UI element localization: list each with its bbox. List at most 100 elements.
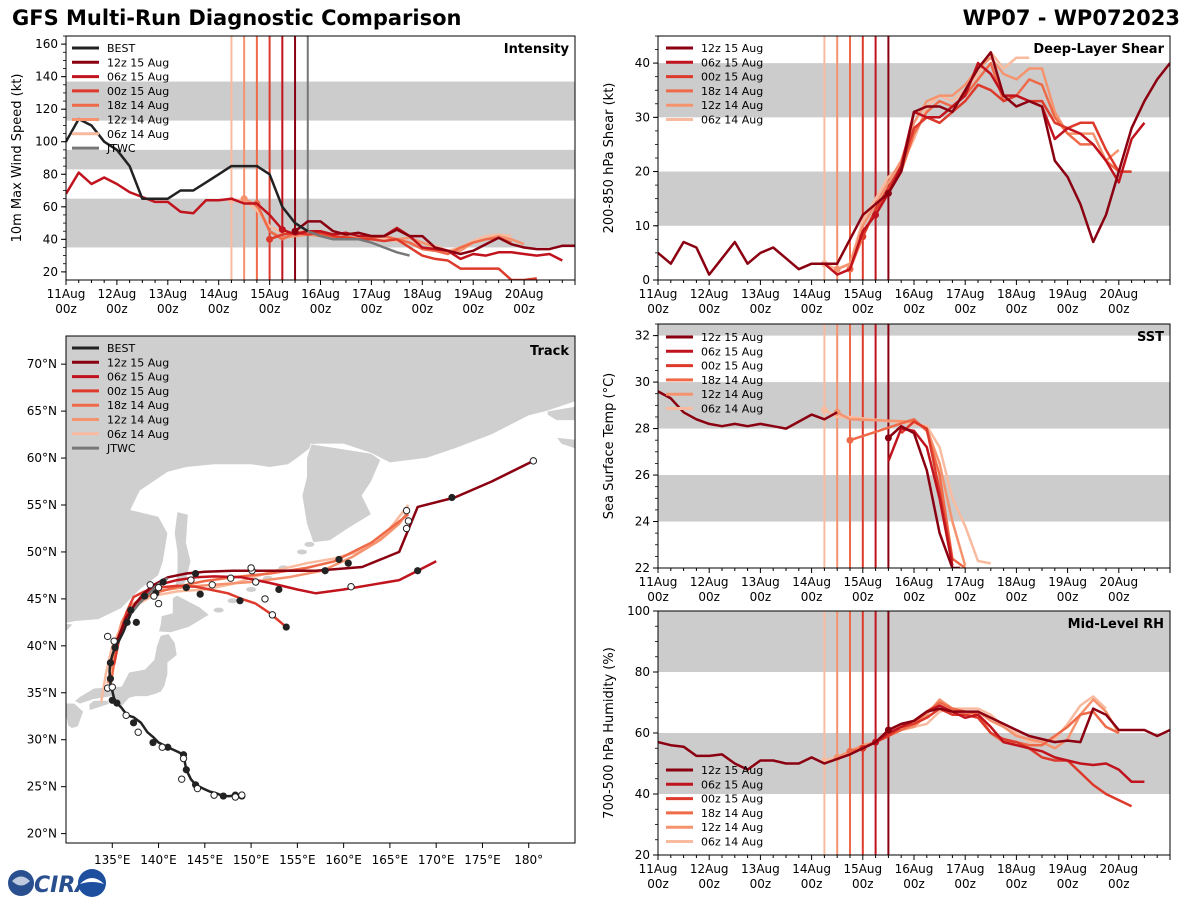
rh-title: Mid-Level RH <box>1068 617 1164 632</box>
intensity-band <box>66 81 575 121</box>
legend-label: 12z 15 Aug <box>107 356 169 369</box>
track-point-filled <box>196 590 204 598</box>
shear-x-tick-label: 20Aug <box>1099 287 1138 301</box>
shear-x-tick-label: 11Aug <box>639 287 678 301</box>
intensity-y-tick-label: 60 <box>43 200 58 214</box>
track-frame <box>65 335 576 844</box>
legend-label: 12z 14 Aug <box>107 114 169 127</box>
intensity-x-tick-sublabel: 00z <box>462 302 484 316</box>
track-plot-area <box>66 336 575 801</box>
track-point-open <box>252 578 260 586</box>
track-point-open <box>154 583 163 592</box>
intensity-x-tick-label: 12Aug <box>98 287 137 301</box>
legend-label: 06z 14 Aug <box>701 114 763 127</box>
rh-x-tick-label: 19Aug <box>1048 862 1087 876</box>
rh-y-tick-label: 60 <box>635 726 650 740</box>
rh-plot-area <box>658 611 1170 855</box>
kuril-island <box>296 549 307 555</box>
intensity-y-tick-label: 100 <box>35 135 58 149</box>
track-point-filled <box>344 559 352 567</box>
sst-x-tick-label: 14Aug <box>792 575 831 589</box>
shear-series-line <box>658 51 1170 276</box>
intensity-series-line <box>307 230 410 257</box>
track-x-tick-label: 155°E <box>279 853 316 867</box>
shear-band <box>658 171 1170 226</box>
rh-x-tick-sublabel: 00z <box>750 877 772 891</box>
shear-x-tick-label: 14Aug <box>792 287 831 301</box>
track-y-tick-label: 20°N <box>27 827 57 841</box>
track-y-tick-label: 70°N <box>27 357 57 371</box>
shear-x-tick-sublabel: 00z <box>801 302 823 316</box>
shear-x-tick-label: 18Aug <box>997 287 1036 301</box>
legend-label: 00z 15 Aug <box>701 360 763 373</box>
track-point-open <box>108 683 116 691</box>
intensity-x-tick-sublabel: 00z <box>310 302 332 316</box>
legend-label: 06z 14 Aug <box>107 428 169 441</box>
track-point-open <box>347 582 355 591</box>
rh-x-tick-sublabel: 00z <box>801 877 823 891</box>
shear-series-point <box>884 189 892 197</box>
intensity-series-point <box>291 227 299 235</box>
rh-series-point <box>884 726 892 734</box>
track-x-tick-label: 175°E <box>464 853 501 867</box>
track-x-tick-label: 135°E <box>94 853 131 867</box>
track-y-tick-label: 55°N <box>27 498 57 512</box>
track-x-tick-label: 165°E <box>372 853 409 867</box>
intensity-y-axis-label: 10m Max Wind Speed (kt) <box>10 74 25 243</box>
track-point-filled <box>127 606 135 614</box>
legend-label: 18z 14 Aug <box>701 807 763 820</box>
shear-series-line <box>823 61 1146 276</box>
track-x-tick-label: 180° <box>514 853 543 867</box>
rh-y-tick-label: 40 <box>635 787 650 801</box>
legend-label: 12z 14 Aug <box>701 388 763 401</box>
shear-x-tick-sublabel: 00z <box>954 302 976 316</box>
sst-x-tick-sublabel: 00z <box>698 590 720 604</box>
track-y-tick-label: 50°N <box>27 545 57 559</box>
track-y-tick-label: 40°N <box>27 639 57 653</box>
rh-y-tick-label: 20 <box>635 848 650 862</box>
legend-label: JTWC <box>106 142 136 155</box>
track-point-filled <box>321 567 329 575</box>
intensity-plot-area <box>66 36 575 280</box>
intensity-y-tick-label: 140 <box>35 70 58 84</box>
sst-x-tick-sublabel: 00z <box>954 590 976 604</box>
shear-series-point <box>872 211 880 219</box>
shear-title: Deep-Layer Shear <box>1033 42 1164 57</box>
shear-x-tick-sublabel: 00z <box>647 302 669 316</box>
track-point-filled <box>123 618 131 626</box>
landmass-honshu <box>73 633 178 708</box>
rh-x-tick-label: 18Aug <box>997 862 1036 876</box>
track-point-open <box>208 581 216 589</box>
track-y-tick-label: 65°N <box>27 404 57 418</box>
shear-x-tick-label: 17Aug <box>946 287 985 301</box>
rh-x-tick-label: 12Aug <box>690 862 729 876</box>
sst-x-tick-label: 18Aug <box>997 575 1036 589</box>
shear-y-tick-label: 20 <box>635 165 650 179</box>
track-point-filled <box>275 585 283 594</box>
track-point-open <box>179 754 188 763</box>
legend-label: 12z 15 Aug <box>701 42 763 55</box>
track-point-open <box>122 711 130 720</box>
legend-label: JTWC <box>106 442 136 455</box>
shear-x-tick-label: 16Aug <box>895 287 934 301</box>
track-panel: 135°E 140°E 145°E 150°E 155°E 160°E 165°E 170°E… <box>27 335 576 867</box>
shear-x-tick-sublabel: 00z <box>1057 302 1079 316</box>
intensity-series-line <box>66 117 309 233</box>
sst-series-point <box>846 436 854 444</box>
track-point-filled <box>132 618 140 626</box>
track-point-filled <box>182 584 190 592</box>
sst-series-line <box>887 427 954 566</box>
track-x-tick-label: 140°E <box>140 853 177 867</box>
track-point-filled <box>164 743 172 751</box>
sst-band <box>658 475 1170 522</box>
legend-label: 12z 14 Aug <box>701 821 763 834</box>
track-point-filled <box>106 659 115 667</box>
shear-y-axis-label: 200-850 hPa Shear (kt) <box>602 83 617 234</box>
track-point-open <box>158 743 166 751</box>
intensity-band <box>66 149 575 170</box>
intensity-series-point <box>278 226 286 234</box>
intensity-panel: 11Aug00z12Aug00z13Aug00z14Aug00z15Aug00z… <box>10 35 576 316</box>
sst-x-tick-label: 20Aug <box>1099 575 1138 589</box>
